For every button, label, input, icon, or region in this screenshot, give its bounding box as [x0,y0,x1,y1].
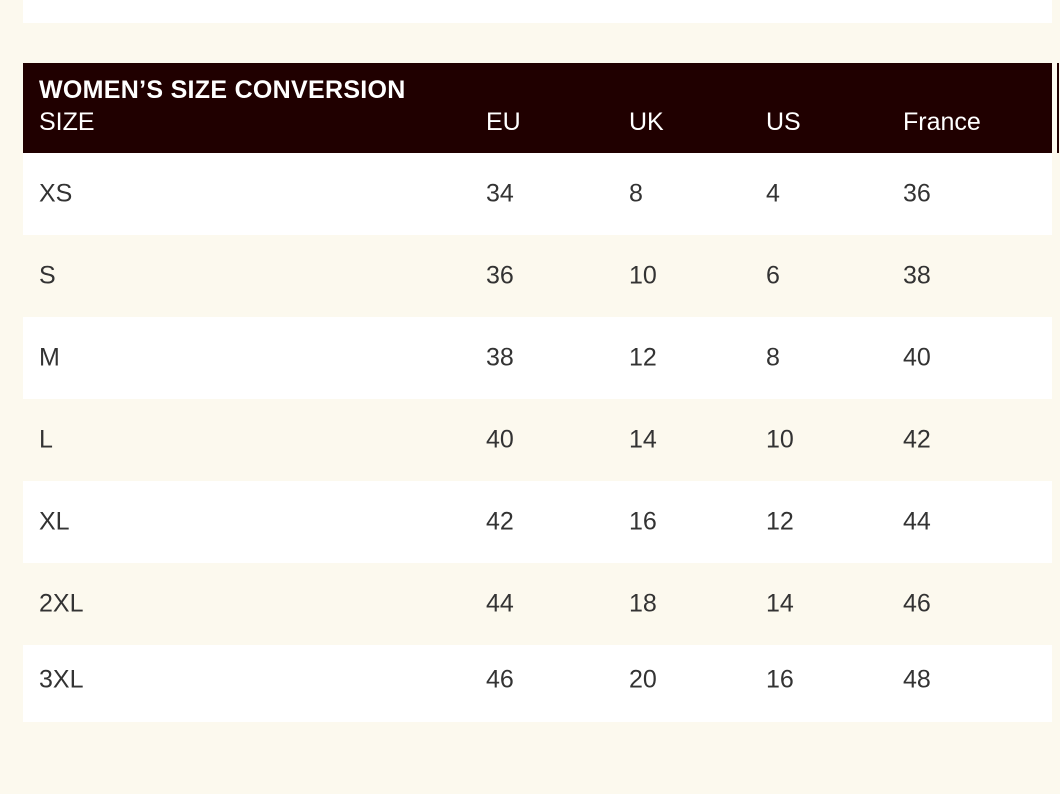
table-row: XL 42 16 12 44 [23,481,1052,563]
size-cell: 2XL [39,589,84,618]
us-cell: 12 [766,507,794,536]
size-cell: 3XL [39,665,84,694]
us-cell: 4 [766,179,780,208]
column-header-uk: UK [629,108,664,136]
france-cell: 36 [903,179,931,208]
us-cell: 6 [766,261,780,290]
france-cell: 48 [903,665,931,694]
table-row: L 40 14 10 42 [23,399,1052,481]
us-cell: 10 [766,425,794,454]
eu-cell: 34 [486,179,514,208]
eu-cell: 36 [486,261,514,290]
column-header-france: France [903,108,981,136]
table-row: M 38 12 8 40 [23,317,1052,399]
us-cell: 16 [766,665,794,694]
size-cell: M [39,343,60,372]
uk-cell: 14 [629,425,657,454]
table-header: WOMEN’S SIZE CONVERSION SIZE EU UK US Fr… [23,63,1052,153]
eu-cell: 46 [486,665,514,694]
france-cell: 42 [903,425,931,454]
uk-cell: 10 [629,261,657,290]
france-cell: 44 [903,507,931,536]
size-cell: XL [39,507,70,536]
us-cell: 8 [766,343,780,372]
header-edge-divider [1057,63,1059,153]
uk-cell: 16 [629,507,657,536]
table-row: 3XL 46 20 16 48 [23,645,1052,722]
table-row: 2XL 44 18 14 46 [23,563,1052,645]
uk-cell: 20 [629,665,657,694]
france-cell: 38 [903,261,931,290]
size-cell: S [39,261,56,290]
size-conversion-table: WOMEN’S SIZE CONVERSION SIZE EU UK US Fr… [23,63,1052,722]
eu-cell: 44 [486,589,514,618]
eu-cell: 38 [486,343,514,372]
column-header-eu: EU [486,108,521,136]
france-cell: 40 [903,343,931,372]
size-cell: L [39,425,53,454]
uk-cell: 12 [629,343,657,372]
france-cell: 46 [903,589,931,618]
eu-cell: 40 [486,425,514,454]
eu-cell: 42 [486,507,514,536]
previous-section-card [23,0,1052,23]
uk-cell: 18 [629,589,657,618]
us-cell: 14 [766,589,794,618]
column-header-row: SIZE EU UK US France [23,108,1052,140]
uk-cell: 8 [629,179,643,208]
table-row: S 36 10 6 38 [23,235,1052,317]
column-header-us: US [766,108,801,136]
table-title: WOMEN’S SIZE CONVERSION [39,76,406,104]
table-row: XS 34 8 4 36 [23,153,1052,235]
size-cell: XS [39,179,73,208]
column-header-size: SIZE [39,108,95,136]
